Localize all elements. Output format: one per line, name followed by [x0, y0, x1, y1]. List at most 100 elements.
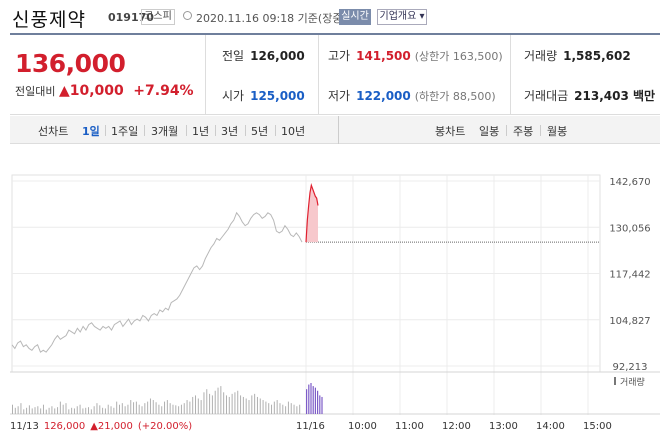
divider [275, 125, 276, 136]
volume-bar [262, 400, 264, 414]
y-tick-label: 104,827 [609, 316, 650, 327]
tab-10y[interactable]: 10년 [281, 125, 306, 138]
volume-bar [135, 401, 137, 414]
volume-bar [57, 407, 59, 414]
volume-bar [116, 401, 118, 414]
tab-1d[interactable]: 1일 [82, 125, 100, 138]
volume-bar [189, 401, 191, 414]
today-price-line [305, 183, 319, 243]
volume-bar [265, 401, 267, 414]
y-tick-label: 130,056 [609, 223, 650, 234]
tab-weekly[interactable]: 주봉 [513, 125, 534, 138]
volume-bar [192, 396, 194, 414]
tab-monthly[interactable]: 월봉 [547, 125, 568, 138]
y-tick-label: 142,670 [609, 177, 650, 188]
volume-bar [225, 395, 227, 414]
volume-bar [203, 392, 205, 414]
volume-bar [118, 404, 120, 414]
prev-close: 전일 126,000 [222, 49, 305, 63]
price-change: 전일대비 ▲10,000 +7.94% [15, 83, 194, 99]
volume-bar [141, 406, 143, 414]
price-summary: 136,000 전일대비 ▲10,000 +7.94% 전일 126,000 고가… [10, 35, 660, 115]
change-amount: ▲10,000 [58, 83, 124, 99]
volume-bar [200, 400, 202, 414]
volume-bar [54, 408, 56, 414]
today-area [306, 185, 318, 243]
volume-bar [285, 406, 287, 414]
tab-1w[interactable]: 1주일 [111, 125, 139, 138]
tab-1y[interactable]: 1년 [192, 125, 210, 138]
volume-bar [172, 404, 174, 414]
divider [215, 125, 216, 136]
volume-bar [314, 387, 316, 414]
volume-bar [62, 404, 64, 414]
stock-name: 신풍제약 [12, 9, 86, 31]
volume-bar [149, 398, 151, 414]
volume: 거래량 1,585,602 [524, 49, 631, 63]
divider [506, 125, 507, 136]
divider [105, 125, 106, 136]
volume-bar [169, 403, 171, 414]
volume-legend-label: 거래량 [620, 376, 645, 388]
volume-bar [12, 404, 13, 414]
volume-bar [85, 407, 87, 414]
volume-bar [93, 406, 95, 414]
volume-bar [231, 393, 233, 414]
volume-bar [228, 396, 230, 414]
candle-chart-label: 봉차트 [435, 125, 466, 138]
current-price: 136,000 [15, 49, 126, 78]
chart-tab-bar: 선차트 1일 1주일 3개월 1년 3년 5년 10년 봉차트 일봉 주봉 월봉 [10, 116, 660, 144]
volume-bar [40, 408, 42, 414]
volume-bar [158, 404, 160, 414]
volume-bar [223, 392, 225, 414]
tab-daily[interactable]: 일봉 [479, 125, 500, 138]
footer-change: ▲21,000 [90, 421, 133, 432]
volume-legend-swatch [614, 377, 616, 385]
volume-bar [287, 401, 289, 414]
volume-bar [26, 407, 28, 414]
volume-bar [293, 404, 295, 414]
volume-bar [186, 400, 188, 414]
tab-3y[interactable]: 3년 [221, 125, 239, 138]
volume-bar [20, 403, 22, 414]
volume-bar [321, 396, 323, 414]
stock-header: 신풍제약 019170 코스피 2020.11.16 09:18 기준(장중) … [0, 0, 670, 36]
previous-day-line [11, 211, 303, 353]
timestamp: 2020.11.16 09:18 기준(장중) [196, 12, 347, 25]
x-tick-label: 15:00 [583, 421, 612, 432]
volume-bar [68, 409, 70, 414]
volume-bar [254, 393, 256, 414]
volume-bar [102, 407, 104, 414]
company-overview-dropdown[interactable]: 기업개요 ▾ [377, 9, 427, 25]
volume-bar [164, 401, 166, 414]
stock-code: 019170 [108, 11, 154, 24]
tab-5y[interactable]: 5년 [251, 125, 269, 138]
realtime-button[interactable]: 실시간 [339, 9, 371, 25]
volume-bar [214, 390, 216, 414]
volume-bar [23, 409, 25, 414]
volume-bar [124, 406, 126, 414]
footer-rate: (+20.00%) [137, 421, 193, 432]
volume-bar [96, 403, 98, 414]
volume-bar [276, 400, 278, 414]
volume-bar [206, 389, 208, 414]
price-chart[interactable]: 142,670 130,056 117,442 104,827 92,213 거래량 [10, 170, 660, 415]
volume-bar [144, 403, 146, 414]
tab-3m[interactable]: 3개월 [151, 125, 179, 138]
volume-bar [273, 401, 275, 414]
previous-day-footer: 11/13 126,000 ▲21,000 (+20.00%) [10, 421, 197, 432]
volume-bar [110, 406, 112, 414]
volume-bar [48, 407, 50, 414]
x-tick-label: 12:00 [442, 421, 471, 432]
volume-bar [271, 404, 273, 414]
volume-bar [99, 405, 101, 414]
volume-bar [166, 400, 168, 414]
divider [205, 35, 206, 115]
volume-bar [88, 407, 90, 414]
volume-bar [306, 389, 308, 414]
divider [245, 125, 246, 136]
open-price: 시가 125,000 [222, 89, 305, 103]
divider [510, 35, 511, 115]
volume-bar [197, 398, 199, 414]
volume-bar [217, 387, 219, 414]
